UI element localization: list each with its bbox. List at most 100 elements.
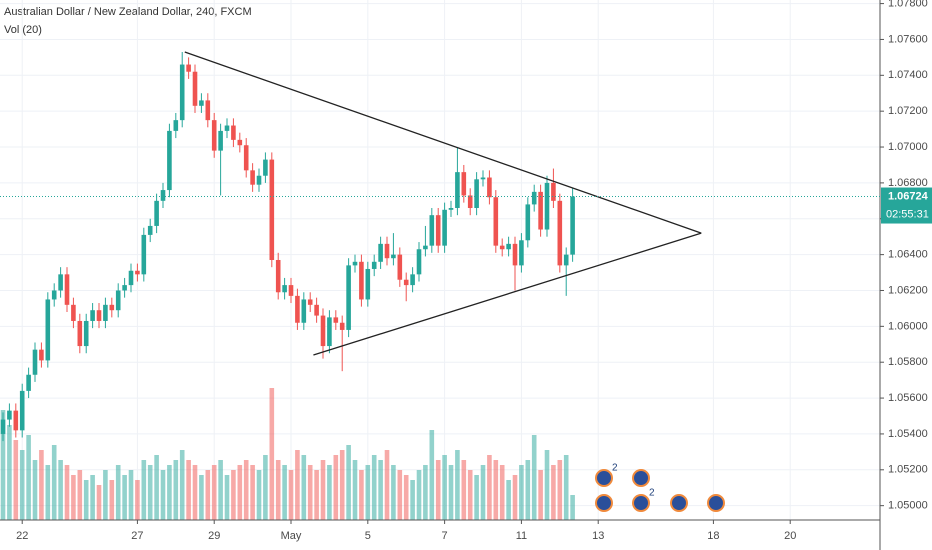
event-icons: 2 2 — [595, 463, 725, 512]
volume-bar — [147, 465, 153, 520]
candle-body — [154, 200, 159, 226]
volume-bar — [327, 465, 332, 520]
volume-label: Vol (20) — [4, 24, 42, 36]
candle-body — [218, 130, 223, 151]
candle-body — [538, 191, 543, 230]
y-tick-label: 1.05800 — [888, 356, 928, 368]
volume-bar — [199, 475, 204, 520]
candle-body — [487, 177, 492, 198]
candle-body — [365, 268, 371, 300]
last-price-label: 1.06724 — [888, 190, 929, 202]
volume-bar — [205, 470, 211, 520]
x-tick-label: May — [281, 530, 302, 542]
candle-body — [128, 270, 134, 286]
volume-bar — [122, 475, 127, 520]
candle-body — [557, 200, 563, 266]
candle-body — [461, 172, 467, 196]
candle-body — [237, 139, 243, 146]
x-tick-label: 18 — [707, 530, 719, 542]
volume-bar — [314, 470, 319, 520]
volume-bar — [19, 450, 25, 520]
y-tick-label: 1.05600 — [888, 392, 928, 404]
volume-bar — [32, 460, 38, 520]
volume-bar — [51, 445, 57, 520]
candle-body — [282, 285, 287, 293]
candle-body — [243, 145, 249, 171]
volume-bar — [442, 455, 447, 520]
candle-body — [506, 243, 511, 250]
candle-body — [45, 299, 51, 361]
candle-body — [96, 310, 102, 321]
trendline — [313, 232, 702, 356]
event-icon[interactable] — [595, 469, 613, 487]
volume-bar — [192, 465, 198, 520]
candle-body — [448, 208, 454, 210]
candle-body — [103, 304, 108, 321]
volume-bar — [371, 455, 377, 520]
candle-body — [512, 243, 518, 266]
volume-bar — [455, 450, 460, 520]
candle-body — [410, 274, 415, 286]
volume-bar — [570, 495, 575, 520]
y-tick-label: 1.06200 — [888, 284, 928, 296]
volume-bar — [211, 465, 217, 520]
x-tick-label: 13 — [592, 530, 604, 542]
event-icon[interactable] — [670, 494, 688, 512]
event-badge: 2 — [612, 463, 618, 474]
volume-bar — [352, 460, 358, 520]
candle-body — [307, 299, 313, 305]
volume-bar — [378, 460, 383, 520]
event-icon[interactable] — [707, 494, 725, 512]
candle-body — [346, 265, 351, 330]
candle-body — [211, 120, 217, 151]
candle-body — [256, 175, 262, 185]
volume-bar — [525, 460, 531, 520]
candle-body — [544, 182, 550, 230]
candle-body — [467, 195, 473, 208]
volume-bar — [493, 460, 499, 520]
x-tick-label: 29 — [208, 530, 220, 542]
candle-body — [179, 64, 185, 121]
volume-bar — [416, 470, 422, 520]
candle-body — [442, 209, 447, 246]
candle-body — [173, 120, 179, 131]
candle-body — [531, 191, 537, 205]
volume-bar — [141, 460, 147, 520]
candle-body — [51, 290, 57, 300]
volume-bar — [64, 465, 70, 520]
event-icon[interactable] — [632, 469, 650, 487]
volume-bar — [179, 450, 185, 520]
candle-body — [199, 100, 204, 106]
volume-bar — [423, 465, 428, 520]
volume-bar — [77, 470, 83, 520]
event-icon[interactable] — [632, 494, 650, 512]
candle-body — [0, 419, 6, 434]
volume-bar — [288, 470, 294, 520]
candle-body — [435, 215, 441, 246]
y-tick-label: 1.05200 — [888, 464, 928, 476]
candle-body — [224, 125, 230, 131]
candle-body — [64, 274, 70, 305]
candle-body — [160, 190, 166, 201]
volume-bar — [519, 465, 524, 520]
volume-bar — [83, 480, 89, 520]
volume-bar — [71, 475, 76, 520]
volume-bar — [391, 465, 396, 520]
volume-bar — [403, 475, 409, 520]
event-icon[interactable] — [595, 494, 613, 512]
y-tick-label: 1.06800 — [888, 177, 928, 189]
candle-body — [378, 243, 383, 262]
y-tick-label: 1.05000 — [888, 500, 928, 512]
candle-body — [327, 317, 332, 347]
volume-bar — [487, 455, 492, 520]
volume-bar — [397, 470, 403, 520]
volume-bar — [58, 460, 63, 520]
candle-body — [493, 197, 499, 246]
candle-body — [13, 410, 19, 431]
volume-bar — [26, 435, 31, 520]
candle-body — [192, 71, 198, 106]
y-tick-label: 1.05400 — [888, 428, 928, 440]
volume-bar — [333, 455, 339, 520]
volume-bar — [263, 455, 268, 520]
